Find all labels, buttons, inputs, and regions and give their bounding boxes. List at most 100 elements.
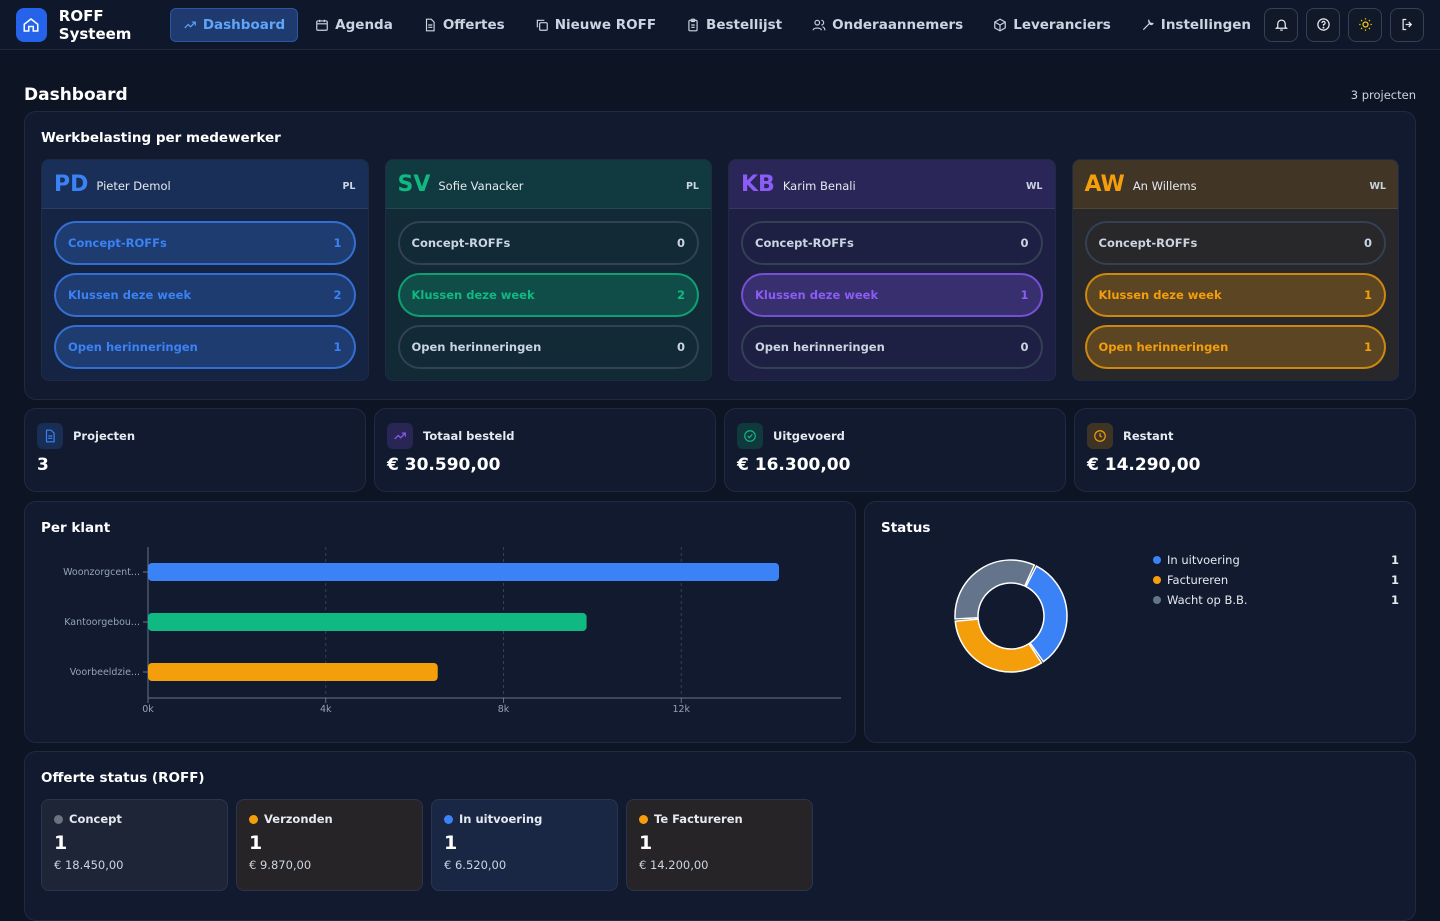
offerte-title: Offerte status (ROFF) <box>41 770 205 786</box>
nav-offertes[interactable]: Offertes <box>410 8 518 42</box>
trending-icon <box>184 21 196 28</box>
employee-header: SV Sofie Vanacker PL <box>385 160 711 209</box>
offerte-status-label: In uitvoering <box>459 812 543 826</box>
workload-metric[interactable]: Klussen deze week 1 <box>741 273 1043 317</box>
workload-metric[interactable]: Klussen deze week 2 <box>54 273 356 317</box>
file-icon <box>37 423 63 449</box>
x-tick-label: 4k <box>320 704 332 715</box>
offerte-status-card[interactable]: Concept 1 € 18.450,00 <box>41 799 228 891</box>
offerte-status-card[interactable]: Te Factureren 1 € 14.200,00 <box>626 799 813 891</box>
nav-bestellijst[interactable]: Bestellijst <box>673 8 795 42</box>
metric-value: 0 <box>676 236 685 250</box>
employee-name: Sofie Vanacker <box>438 179 524 193</box>
offerte-status-card[interactable]: Verzonden 1 € 9.870,00 <box>236 799 423 891</box>
employee-card: KB Karim Benali WL Concept-ROFFs 0 Klussen de… <box>728 159 1056 381</box>
bar[interactable] <box>148 613 587 631</box>
nav-instellingen[interactable]: Instellingen <box>1128 8 1264 42</box>
employee-metrics: Concept-ROFFs 0 Klussen deze week 2 Open her… <box>386 209 712 369</box>
legend-label: Factureren <box>1167 573 1229 587</box>
category-label: Voorbeeldzie... <box>70 667 140 678</box>
nav-label: Onderaannemers <box>832 16 964 33</box>
nav-agenda[interactable]: Agenda <box>302 8 406 42</box>
offerte-status-count: 1 <box>444 832 458 854</box>
offerte-status-amount: € 18.450,00 <box>54 858 124 872</box>
calendar-icon <box>316 19 329 31</box>
workload-metric[interactable]: Open herinneringen 1 <box>54 325 356 369</box>
status-dot <box>54 814 63 824</box>
nav-label: Offertes <box>442 16 505 33</box>
metric-label: Klussen deze week <box>1098 288 1222 302</box>
page-title: Dashboard <box>24 85 128 105</box>
offerte-status-card[interactable]: In uitvoering 1 € 6.520,00 <box>431 799 618 891</box>
nav-nieuwe-roff[interactable]: Nieuwe ROFF <box>522 8 669 42</box>
project-count: 3 projecten <box>1350 88 1416 102</box>
stat-label: Uitgevoerd <box>773 429 845 443</box>
offerte-status-header: In uitvoering <box>444 812 605 826</box>
status-title: Status <box>881 520 931 536</box>
status-donut-chart <box>954 559 1068 673</box>
stat-card: Totaal besteld € 30.590,00 <box>374 408 716 492</box>
donut-slice[interactable] <box>1024 565 1068 663</box>
per-klant-panel: Per klant 0k4k8k12k16kWoonzorgcent...Kan… <box>24 501 856 743</box>
legend-item: Wacht op B.B. 1 <box>1153 590 1399 610</box>
metric-label: Concept-ROFFs <box>755 236 854 250</box>
stat-value: € 14.290,00 <box>1087 455 1201 475</box>
metric-label: Open herinneringen <box>755 340 885 354</box>
metric-label: Open herinneringen <box>411 340 542 354</box>
stat-header: Restant <box>1087 423 1403 449</box>
metric-label: Concept-ROFFs <box>68 236 167 250</box>
nav-leveranciers[interactable]: Leveranciers <box>980 8 1124 42</box>
workload-metric[interactable]: Open herinneringen 1 <box>1084 325 1386 369</box>
nav-onderaannemers[interactable]: Onderaannemers <box>799 8 976 42</box>
bar[interactable] <box>148 663 438 681</box>
workload-metric[interactable]: Open herinneringen 0 <box>397 325 699 369</box>
stat-value: € 30.590,00 <box>387 455 501 475</box>
brand[interactable]: ROFF Systeem <box>16 7 170 43</box>
employee-header: KB Karim Benali WL <box>729 160 1055 209</box>
main-nav: Dashboard Agenda Offertes Nieuwe ROFF Be… <box>169 7 1264 42</box>
status-panel: Status In uitvoering 1 Factureren 1 Wacht op… <box>864 501 1416 743</box>
per-klant-chart: 0k4k8k12k16kWoonzorgcent...Kantoorgebou.… <box>63 547 841 715</box>
users-icon <box>812 19 826 30</box>
status-dot <box>639 814 648 824</box>
donut-slice[interactable] <box>954 559 1036 620</box>
offerte-status-amount: € 9.870,00 <box>249 858 312 872</box>
workload-metric[interactable]: Concept-ROFFs 0 <box>397 221 699 265</box>
legend-dot <box>1153 576 1161 584</box>
employee-card: SV Sofie Vanacker PL Concept-ROFFs 0 Klussen … <box>384 159 712 381</box>
workload-metric[interactable]: Klussen deze week 2 <box>397 273 699 317</box>
clock-icon <box>1087 423 1113 449</box>
workload-metric[interactable]: Concept-ROFFs 0 <box>1084 221 1386 265</box>
employee-metrics: Concept-ROFFs 0 Klussen deze week 1 Open her… <box>1073 209 1399 369</box>
notifications-button[interactable] <box>1264 7 1298 42</box>
help-button[interactable] <box>1306 7 1340 42</box>
nav-label: Dashboard <box>202 16 286 33</box>
workload-metric[interactable]: Open herinneringen 0 <box>741 325 1043 369</box>
bar[interactable] <box>148 563 780 581</box>
offerte-status-label: Verzonden <box>264 812 333 826</box>
status-dot <box>444 814 453 824</box>
stat-label: Totaal besteld <box>423 429 515 443</box>
workload-title: Werkbelasting per medewerker <box>41 130 281 146</box>
metric-value: 1 <box>333 340 342 354</box>
page-header: Dashboard 3 projecten <box>0 50 1440 112</box>
metric-label: Klussen deze week <box>68 288 192 302</box>
workload-metric[interactable]: Concept-ROFFs 1 <box>54 221 356 265</box>
logout-button[interactable] <box>1390 7 1424 42</box>
sun-icon <box>1358 18 1372 31</box>
nav-dashboard[interactable]: Dashboard <box>169 7 299 42</box>
legend-value: 1 <box>1390 553 1399 567</box>
offerte-status-cards: Concept 1 € 18.450,00 Verzonden 1 € 9.870,00 I… <box>41 799 1399 891</box>
nav-label: Agenda <box>335 16 393 33</box>
workload-panel: Werkbelasting per medewerker PD Pieter De… <box>24 111 1416 400</box>
copy-icon <box>536 19 548 31</box>
workload-metric[interactable]: Concept-ROFFs 0 <box>741 221 1043 265</box>
workload-metric[interactable]: Klussen deze week 1 <box>1084 273 1386 317</box>
stat-card: Restant € 14.290,00 <box>1074 408 1416 492</box>
legend-dot <box>1153 596 1161 604</box>
metric-label: Klussen deze week <box>755 288 879 302</box>
offerte-status-header: Verzonden <box>249 812 410 826</box>
theme-toggle-button[interactable] <box>1348 7 1382 42</box>
stat-label: Restant <box>1123 429 1174 443</box>
donut-slice[interactable] <box>954 618 1043 673</box>
